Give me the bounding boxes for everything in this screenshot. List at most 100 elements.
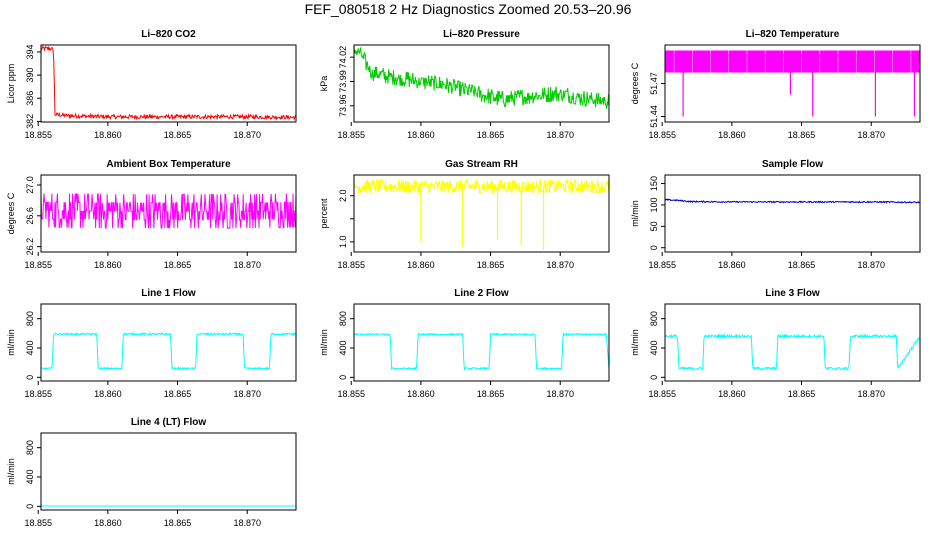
series-line <box>665 333 920 371</box>
y-tick-label: 800 <box>338 311 348 326</box>
plot-frame <box>40 44 297 123</box>
y-axis-label: percent <box>319 198 329 229</box>
x-tick-label: 18.855 <box>648 389 676 399</box>
panel-title: Sample Flow <box>762 159 823 170</box>
plot-frame <box>40 432 297 511</box>
y-tick-label: 51.44 <box>649 105 659 128</box>
y-axis-label: ml/min <box>6 458 16 485</box>
plot-area <box>41 331 296 371</box>
y-tick-label: 0 <box>25 504 35 509</box>
panel-8: Line 2 Flow 18.855 18.860 18.865 18.870 0 400 8… <box>319 288 610 399</box>
x-tick-label: 18.860 <box>718 130 746 140</box>
x-tick-label: 18.860 <box>94 518 122 528</box>
series-line <box>354 331 609 372</box>
y-axis-label: kPa <box>319 76 329 92</box>
y-tick-label: 800 <box>649 311 659 326</box>
x-tick-label: 18.855 <box>648 260 676 270</box>
x-tick-label: 18.860 <box>407 260 435 270</box>
panel-title: Li–820 Pressure <box>443 29 520 40</box>
x-tick-label: 18.855 <box>337 389 365 399</box>
x-tick-label: 18.870 <box>233 260 261 270</box>
panel-title: Line 4 (LT) Flow <box>131 417 207 428</box>
x-tick-label: 18.860 <box>407 130 435 140</box>
y-tick-label: 800 <box>25 311 35 326</box>
x-tick-label: 18.865 <box>164 518 192 528</box>
y-tick-label: 800 <box>25 440 35 455</box>
x-tick-label: 18.855 <box>24 260 52 270</box>
series-line <box>41 45 296 121</box>
y-tick-label: 2.0 <box>338 189 348 202</box>
plot-area <box>41 45 296 121</box>
y-tick-label: 73.99 <box>338 70 348 93</box>
y-tick-label: 1.0 <box>338 236 348 249</box>
x-tick-label: 18.855 <box>337 260 365 270</box>
x-tick-label: 18.865 <box>788 389 816 399</box>
x-tick-label: 18.865 <box>477 130 505 140</box>
y-tick-label: 0 <box>649 245 659 250</box>
x-tick-label: 18.870 <box>233 389 261 399</box>
figure-title: FEF_080518 2 Hz Diagnostics Zoomed 20.53… <box>304 1 632 17</box>
x-tick-label: 18.870 <box>546 260 574 270</box>
x-tick-label: 18.870 <box>857 389 885 399</box>
y-tick-label: 51.47 <box>649 72 659 95</box>
y-tick-label: 400 <box>649 340 659 355</box>
plot-area <box>354 331 609 372</box>
panel-title: Li–820 Temperature <box>746 29 840 40</box>
plot-frame <box>664 174 921 253</box>
plot-area <box>41 193 296 229</box>
plot-area <box>665 198 920 204</box>
x-tick-label: 18.855 <box>24 130 52 140</box>
x-tick-label: 18.860 <box>407 389 435 399</box>
y-axis-label: degrees C <box>630 62 640 104</box>
panel-title: Ambient Box Temperature <box>106 159 231 170</box>
plot-frame <box>40 303 297 382</box>
x-tick-label: 18.855 <box>24 389 52 399</box>
y-axis-label: ml/min <box>630 329 640 356</box>
panel-title: Line 2 Flow <box>454 288 509 299</box>
x-tick-label: 18.865 <box>164 130 192 140</box>
plot-area <box>354 178 609 251</box>
x-tick-label: 18.870 <box>546 389 574 399</box>
y-tick-label: 400 <box>338 340 348 355</box>
x-tick-label: 18.860 <box>94 260 122 270</box>
series-line <box>41 193 296 229</box>
y-tick-label: 150 <box>649 176 659 191</box>
plot-area <box>665 333 920 371</box>
panel-3: Li–820 Temperature 18.855 18.860 18.865 18.8… <box>630 29 921 140</box>
x-tick-label: 18.860 <box>718 389 746 399</box>
panel-title: Li–820 CO2 <box>141 29 196 40</box>
x-tick-label: 18.865 <box>477 260 505 270</box>
y-axis-label: ml/min <box>319 329 329 356</box>
y-tick-label: 73.96 <box>338 95 348 118</box>
x-tick-label: 18.865 <box>164 389 192 399</box>
panel-7: Line 1 Flow 18.855 18.860 18.865 18.870 0 400 8… <box>6 288 297 399</box>
x-tick-label: 18.865 <box>788 260 816 270</box>
x-tick-label: 18.860 <box>94 130 122 140</box>
panel-title: Line 3 Flow <box>765 288 820 299</box>
y-axis-label: Licor ppm <box>6 64 16 104</box>
x-tick-label: 18.870 <box>857 260 885 270</box>
y-axis-label: ml/min <box>6 329 16 356</box>
series-line <box>354 178 609 195</box>
y-tick-label: 400 <box>25 340 35 355</box>
x-tick-label: 18.870 <box>857 130 885 140</box>
plot-frame <box>664 303 921 382</box>
series-line <box>665 198 920 204</box>
panel-10: Line 4 (LT) Flow 18.855 18.860 18.865 18.870… <box>6 417 297 528</box>
x-tick-label: 18.865 <box>164 260 192 270</box>
y-tick-label: 27.0 <box>25 176 35 194</box>
y-axis-label: ml/min <box>630 200 640 227</box>
x-tick-label: 18.860 <box>94 389 122 399</box>
panel-6: Sample Flow 18.855 18.860 18.865 18.870 0 50 10… <box>630 159 921 270</box>
y-tick-label: 0 <box>649 375 659 380</box>
y-tick-label: 394 <box>25 44 35 59</box>
y-tick-label: 50 <box>649 221 659 231</box>
x-tick-label: 18.870 <box>546 130 574 140</box>
x-tick-label: 18.865 <box>477 389 505 399</box>
y-tick-label: 0 <box>338 375 348 380</box>
plot-frame <box>353 174 610 253</box>
panel-9: Line 3 Flow 18.855 18.860 18.865 18.870 0 400 8… <box>630 288 921 399</box>
panel-5: Gas Stream RH 18.855 18.860 18.865 18.870 1.0… <box>319 159 610 270</box>
y-tick-label: 26.2 <box>25 238 35 256</box>
